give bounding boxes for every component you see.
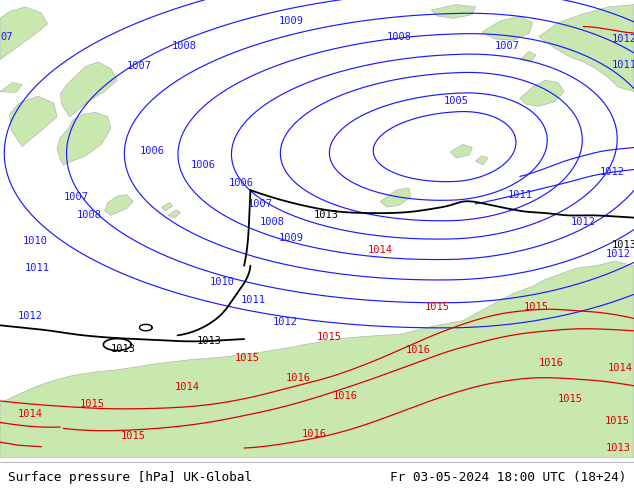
Text: 1014: 1014 (368, 245, 393, 255)
Text: 1009: 1009 (279, 233, 304, 243)
Text: 1012: 1012 (273, 317, 298, 327)
Polygon shape (0, 261, 634, 458)
Text: 1008: 1008 (171, 41, 197, 51)
Polygon shape (539, 4, 634, 92)
Text: 1015: 1015 (523, 302, 548, 312)
Text: 1015: 1015 (79, 399, 105, 409)
Text: 1013: 1013 (111, 344, 136, 354)
Polygon shape (10, 96, 57, 147)
Text: Surface pressure [hPa] UK-Global: Surface pressure [hPa] UK-Global (8, 471, 252, 485)
Text: 1014: 1014 (607, 363, 633, 373)
Text: 1006: 1006 (228, 178, 254, 188)
Polygon shape (105, 195, 133, 215)
Polygon shape (450, 145, 472, 158)
Text: 1011: 1011 (507, 190, 533, 200)
Text: 1016: 1016 (333, 392, 358, 401)
Text: 1005: 1005 (444, 96, 469, 106)
Polygon shape (60, 62, 117, 117)
Polygon shape (168, 210, 181, 218)
Text: 1009: 1009 (279, 16, 304, 25)
Text: 1013: 1013 (605, 443, 631, 453)
Text: 07: 07 (0, 32, 13, 42)
Text: 1012: 1012 (18, 311, 43, 321)
Text: 1007: 1007 (247, 199, 273, 209)
Text: 1012: 1012 (599, 167, 624, 177)
Text: 1015: 1015 (317, 332, 342, 342)
Text: 1010: 1010 (22, 236, 48, 245)
Polygon shape (0, 82, 22, 93)
Polygon shape (520, 51, 536, 62)
Text: 1007: 1007 (127, 61, 152, 72)
Text: 1016: 1016 (539, 358, 564, 368)
Text: 1011: 1011 (612, 60, 634, 70)
Text: 1007: 1007 (63, 192, 89, 202)
Polygon shape (520, 80, 564, 106)
Polygon shape (431, 4, 476, 18)
Text: 1014: 1014 (18, 409, 43, 419)
Text: 1012: 1012 (571, 217, 596, 227)
Text: 1006: 1006 (139, 146, 165, 156)
Text: 1007: 1007 (495, 41, 520, 51)
Polygon shape (0, 7, 48, 60)
Text: 1008: 1008 (260, 217, 285, 227)
Text: 1006: 1006 (190, 160, 216, 170)
Text: 1015: 1015 (425, 302, 450, 312)
Text: 1008: 1008 (76, 210, 101, 221)
Text: Fr 03-05-2024 18:00 UTC (18+24): Fr 03-05-2024 18:00 UTC (18+24) (390, 471, 626, 485)
Polygon shape (162, 202, 172, 211)
Text: 1010: 1010 (209, 277, 235, 287)
Text: 1012: 1012 (612, 34, 634, 44)
Polygon shape (57, 112, 111, 165)
Text: 1013: 1013 (197, 336, 222, 346)
Text: 1011: 1011 (241, 295, 266, 305)
Text: 1016: 1016 (406, 345, 431, 355)
Polygon shape (482, 16, 533, 40)
Polygon shape (476, 156, 488, 165)
Polygon shape (380, 188, 411, 207)
Text: 1015: 1015 (604, 416, 630, 426)
Text: 1016: 1016 (301, 429, 327, 440)
Text: 1013: 1013 (612, 240, 634, 250)
Text: 1015: 1015 (558, 393, 583, 404)
Text: 1008: 1008 (387, 32, 412, 42)
Text: 1011: 1011 (24, 263, 49, 273)
Text: 1014: 1014 (174, 382, 200, 392)
Text: 1012: 1012 (605, 249, 631, 259)
Text: 1015: 1015 (235, 353, 260, 363)
Text: 1013: 1013 (314, 210, 339, 221)
Text: 1016: 1016 (285, 373, 311, 383)
Text: 1015: 1015 (120, 431, 146, 441)
